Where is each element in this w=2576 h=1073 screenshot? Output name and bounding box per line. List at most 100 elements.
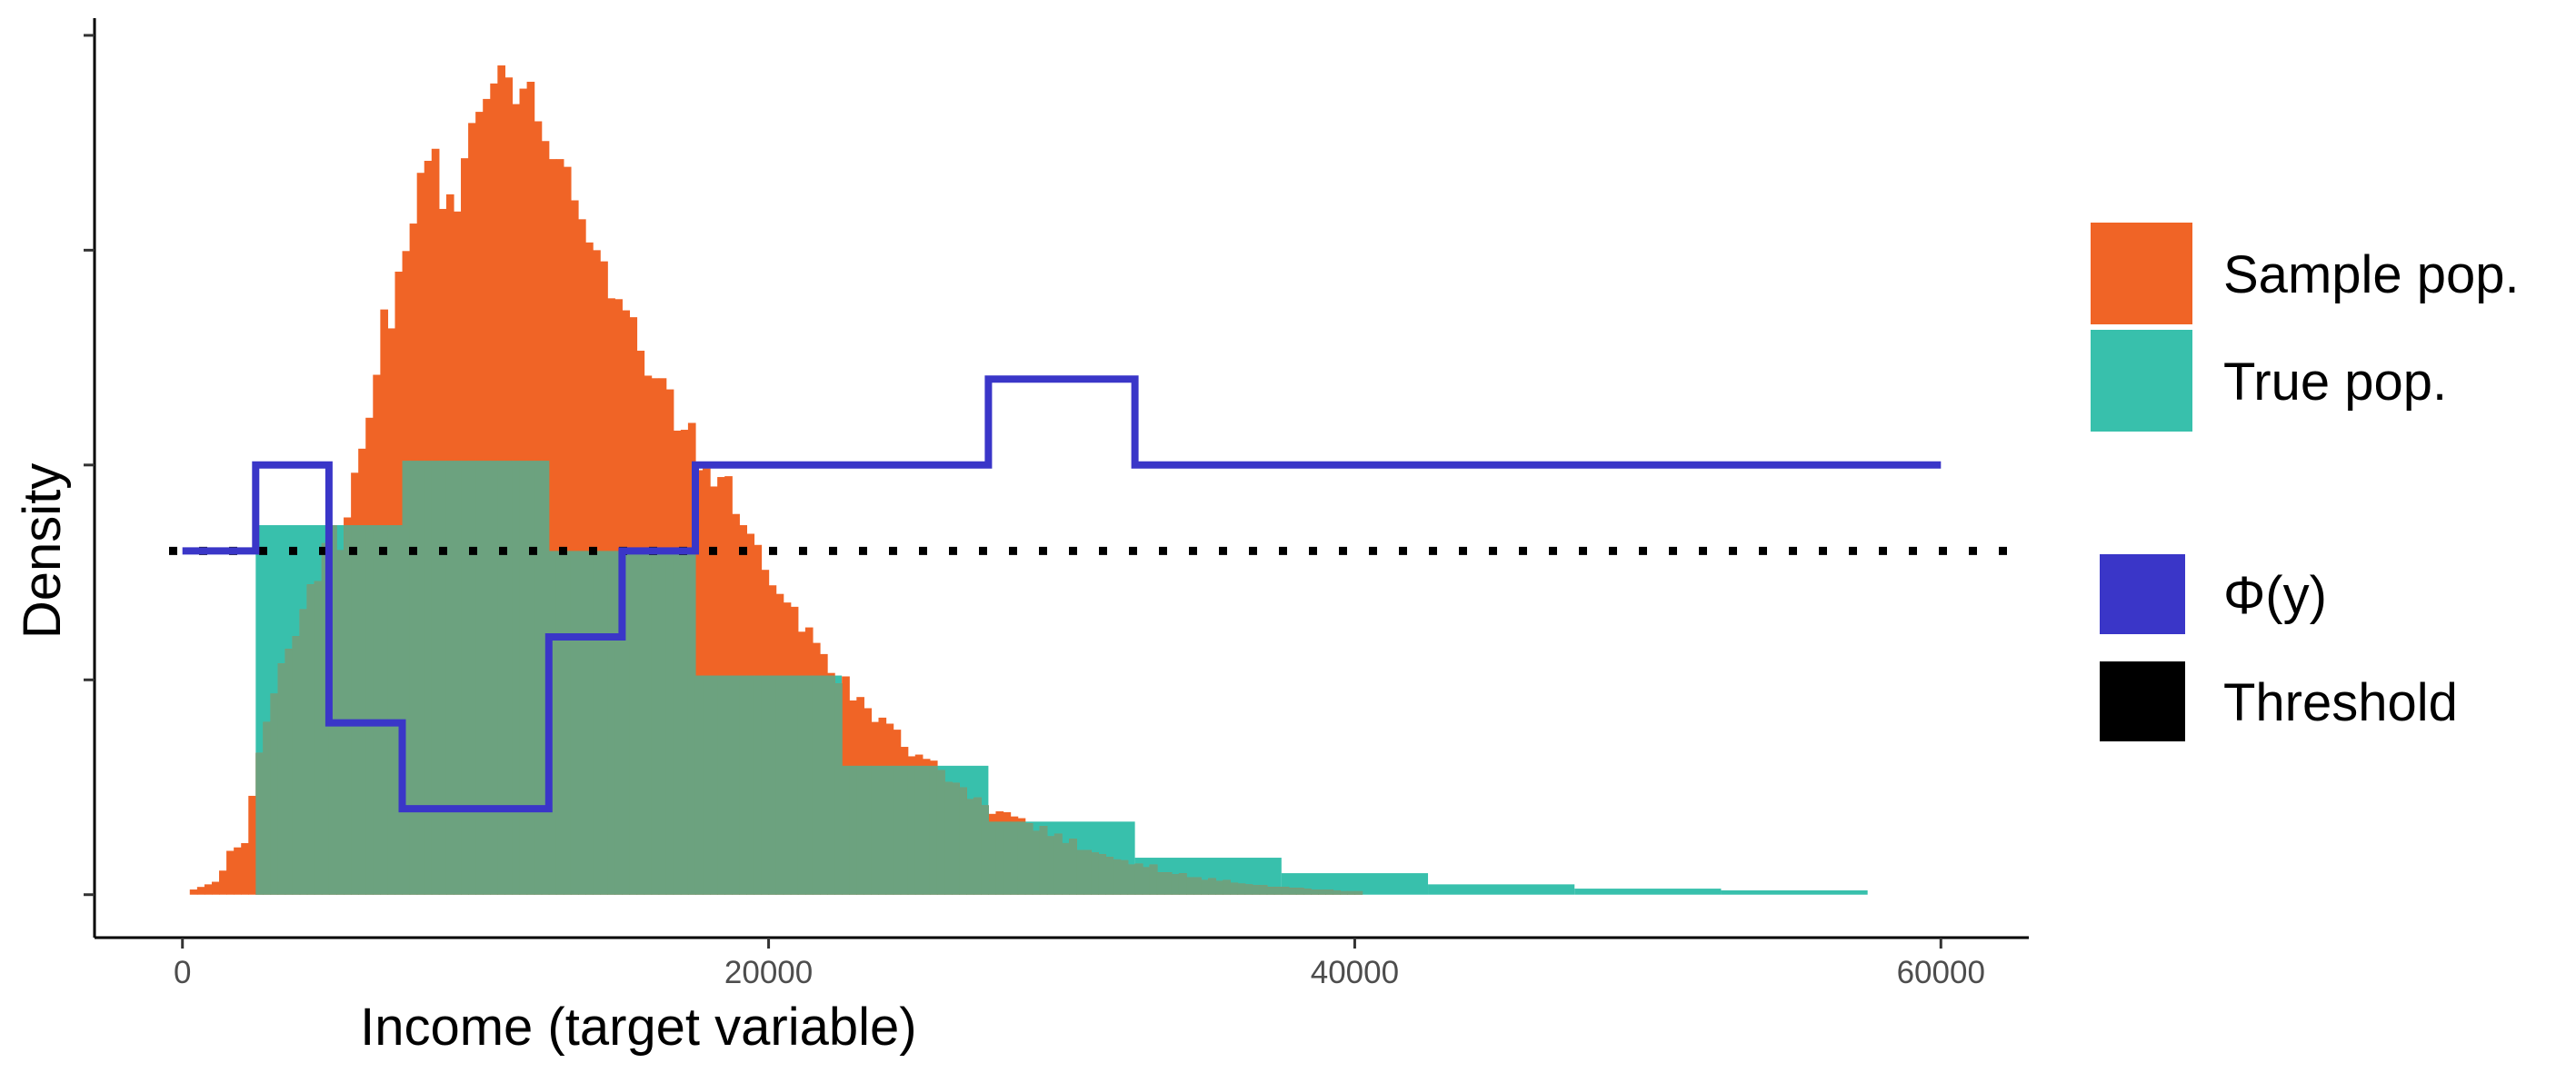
overlap-bar — [1311, 889, 1319, 895]
overlap-bar — [1098, 854, 1106, 895]
sample-pop-bar — [204, 884, 213, 895]
overlap-bar — [1237, 883, 1246, 895]
overlap-bar — [827, 675, 835, 895]
y-ticks — [84, 34, 95, 897]
sample-pop-bar — [548, 159, 557, 895]
overlap-bar — [842, 765, 850, 895]
overlap-bar — [629, 551, 638, 895]
overlap-bar — [893, 765, 902, 895]
overlap-bar — [922, 765, 931, 895]
overlap-bar — [1149, 864, 1158, 895]
x-ticks: 0 20000 40000 60000 — [174, 938, 1985, 990]
overlap-bar — [270, 693, 279, 895]
overlap-bar — [914, 765, 924, 895]
sample-pop-bar — [241, 842, 249, 895]
overlap-bar — [299, 609, 308, 895]
overlap-bar — [1230, 882, 1239, 895]
overlap-bar — [1113, 859, 1122, 895]
sample-pop-bar — [189, 889, 198, 895]
overlap-bar — [1091, 852, 1099, 895]
overlap-bar — [754, 675, 763, 895]
overlap-bar — [768, 675, 777, 895]
overlap-bar — [1010, 821, 1019, 895]
x-tick-label: 20000 — [724, 955, 813, 990]
overlap-bar — [797, 675, 806, 895]
legend-key-fill — [2091, 330, 2192, 432]
overlap-bar — [1039, 826, 1048, 895]
overlap-bar — [1083, 849, 1092, 895]
true-pop-bar — [1574, 889, 1722, 895]
overlap-bar — [885, 765, 894, 895]
overlap-bar — [578, 551, 586, 895]
overlap-bar — [1069, 839, 1077, 895]
overlap-bar — [1017, 821, 1026, 895]
overlap-bar — [328, 525, 337, 895]
overlap-bar — [1340, 890, 1348, 895]
overlap-bar — [1266, 887, 1275, 895]
overlap-bar — [548, 551, 557, 895]
overlap-bar — [614, 551, 623, 895]
legend-label: Sample pop. — [2223, 245, 2520, 304]
overlap-bar — [739, 675, 747, 895]
overlap-bar — [929, 765, 938, 895]
overlap-bar — [292, 636, 301, 895]
overlap-bar — [966, 799, 974, 895]
overlap-bar — [365, 525, 374, 895]
overlap-bar — [1244, 884, 1253, 895]
overlap-bar — [255, 752, 264, 895]
overlap-bar — [703, 675, 711, 895]
sample-pop-bar — [211, 881, 220, 895]
overlap-bar — [1046, 836, 1055, 895]
overlap-bar — [717, 675, 725, 895]
overlap-bar — [936, 770, 945, 895]
overlap-bar — [680, 551, 689, 895]
overlap-bar — [804, 675, 814, 895]
overlap-bar — [856, 765, 864, 895]
overlap-bar — [783, 675, 792, 895]
sample-pop-bar — [226, 850, 235, 895]
x-axis-title: Income (target variable) — [360, 998, 916, 1057]
overlap-bar — [1347, 890, 1356, 895]
overlap-bar — [534, 461, 543, 895]
overlap-bar — [1120, 859, 1129, 895]
overlap-bar — [475, 461, 484, 895]
overlap-bar — [1252, 885, 1261, 895]
overlap-bar — [263, 721, 272, 895]
overlap-bar — [453, 461, 462, 895]
x-tick-label: 40000 — [1311, 955, 1399, 990]
overlap-bar — [570, 551, 579, 895]
true-pop-bar — [1428, 884, 1575, 895]
sample-pop-bar — [196, 887, 205, 895]
overlap-bar — [988, 821, 997, 895]
overlap-bar — [1288, 888, 1297, 895]
overlap-bar — [907, 765, 916, 895]
overlap-bar — [497, 461, 505, 895]
overlap-bar — [563, 551, 572, 895]
overlap-bar — [636, 551, 645, 895]
sample-pop-bar — [234, 847, 242, 895]
overlap-bar — [944, 781, 953, 895]
overlap-bar — [878, 765, 887, 895]
overlap-bar — [834, 683, 843, 895]
overlap-bar — [1142, 867, 1151, 895]
overlap-bar — [306, 584, 315, 895]
phi-step-line — [182, 375, 1942, 813]
overlap-bar — [394, 525, 404, 895]
legend-label: True pop. — [2223, 353, 2447, 412]
overlap-bar — [351, 525, 359, 895]
legend: Sample pop. True pop. Φ(y) Threshold — [2091, 223, 2520, 741]
overlap-bar — [555, 551, 564, 895]
overlap-bar — [409, 461, 418, 895]
overlap-bar — [1325, 889, 1333, 895]
overlap-bar — [1178, 873, 1187, 895]
overlap-bar — [1186, 877, 1194, 895]
overlap-bar — [285, 649, 294, 895]
overlap-bar — [790, 675, 799, 895]
overlap-bar — [1318, 889, 1326, 895]
legend-key-fill — [2091, 223, 2192, 324]
overlap-bar — [732, 675, 740, 895]
overlap-bar — [694, 675, 704, 895]
overlap-bar — [1201, 879, 1209, 895]
true-pop-bar — [1721, 889, 1868, 895]
overlap-bar — [1354, 890, 1363, 895]
